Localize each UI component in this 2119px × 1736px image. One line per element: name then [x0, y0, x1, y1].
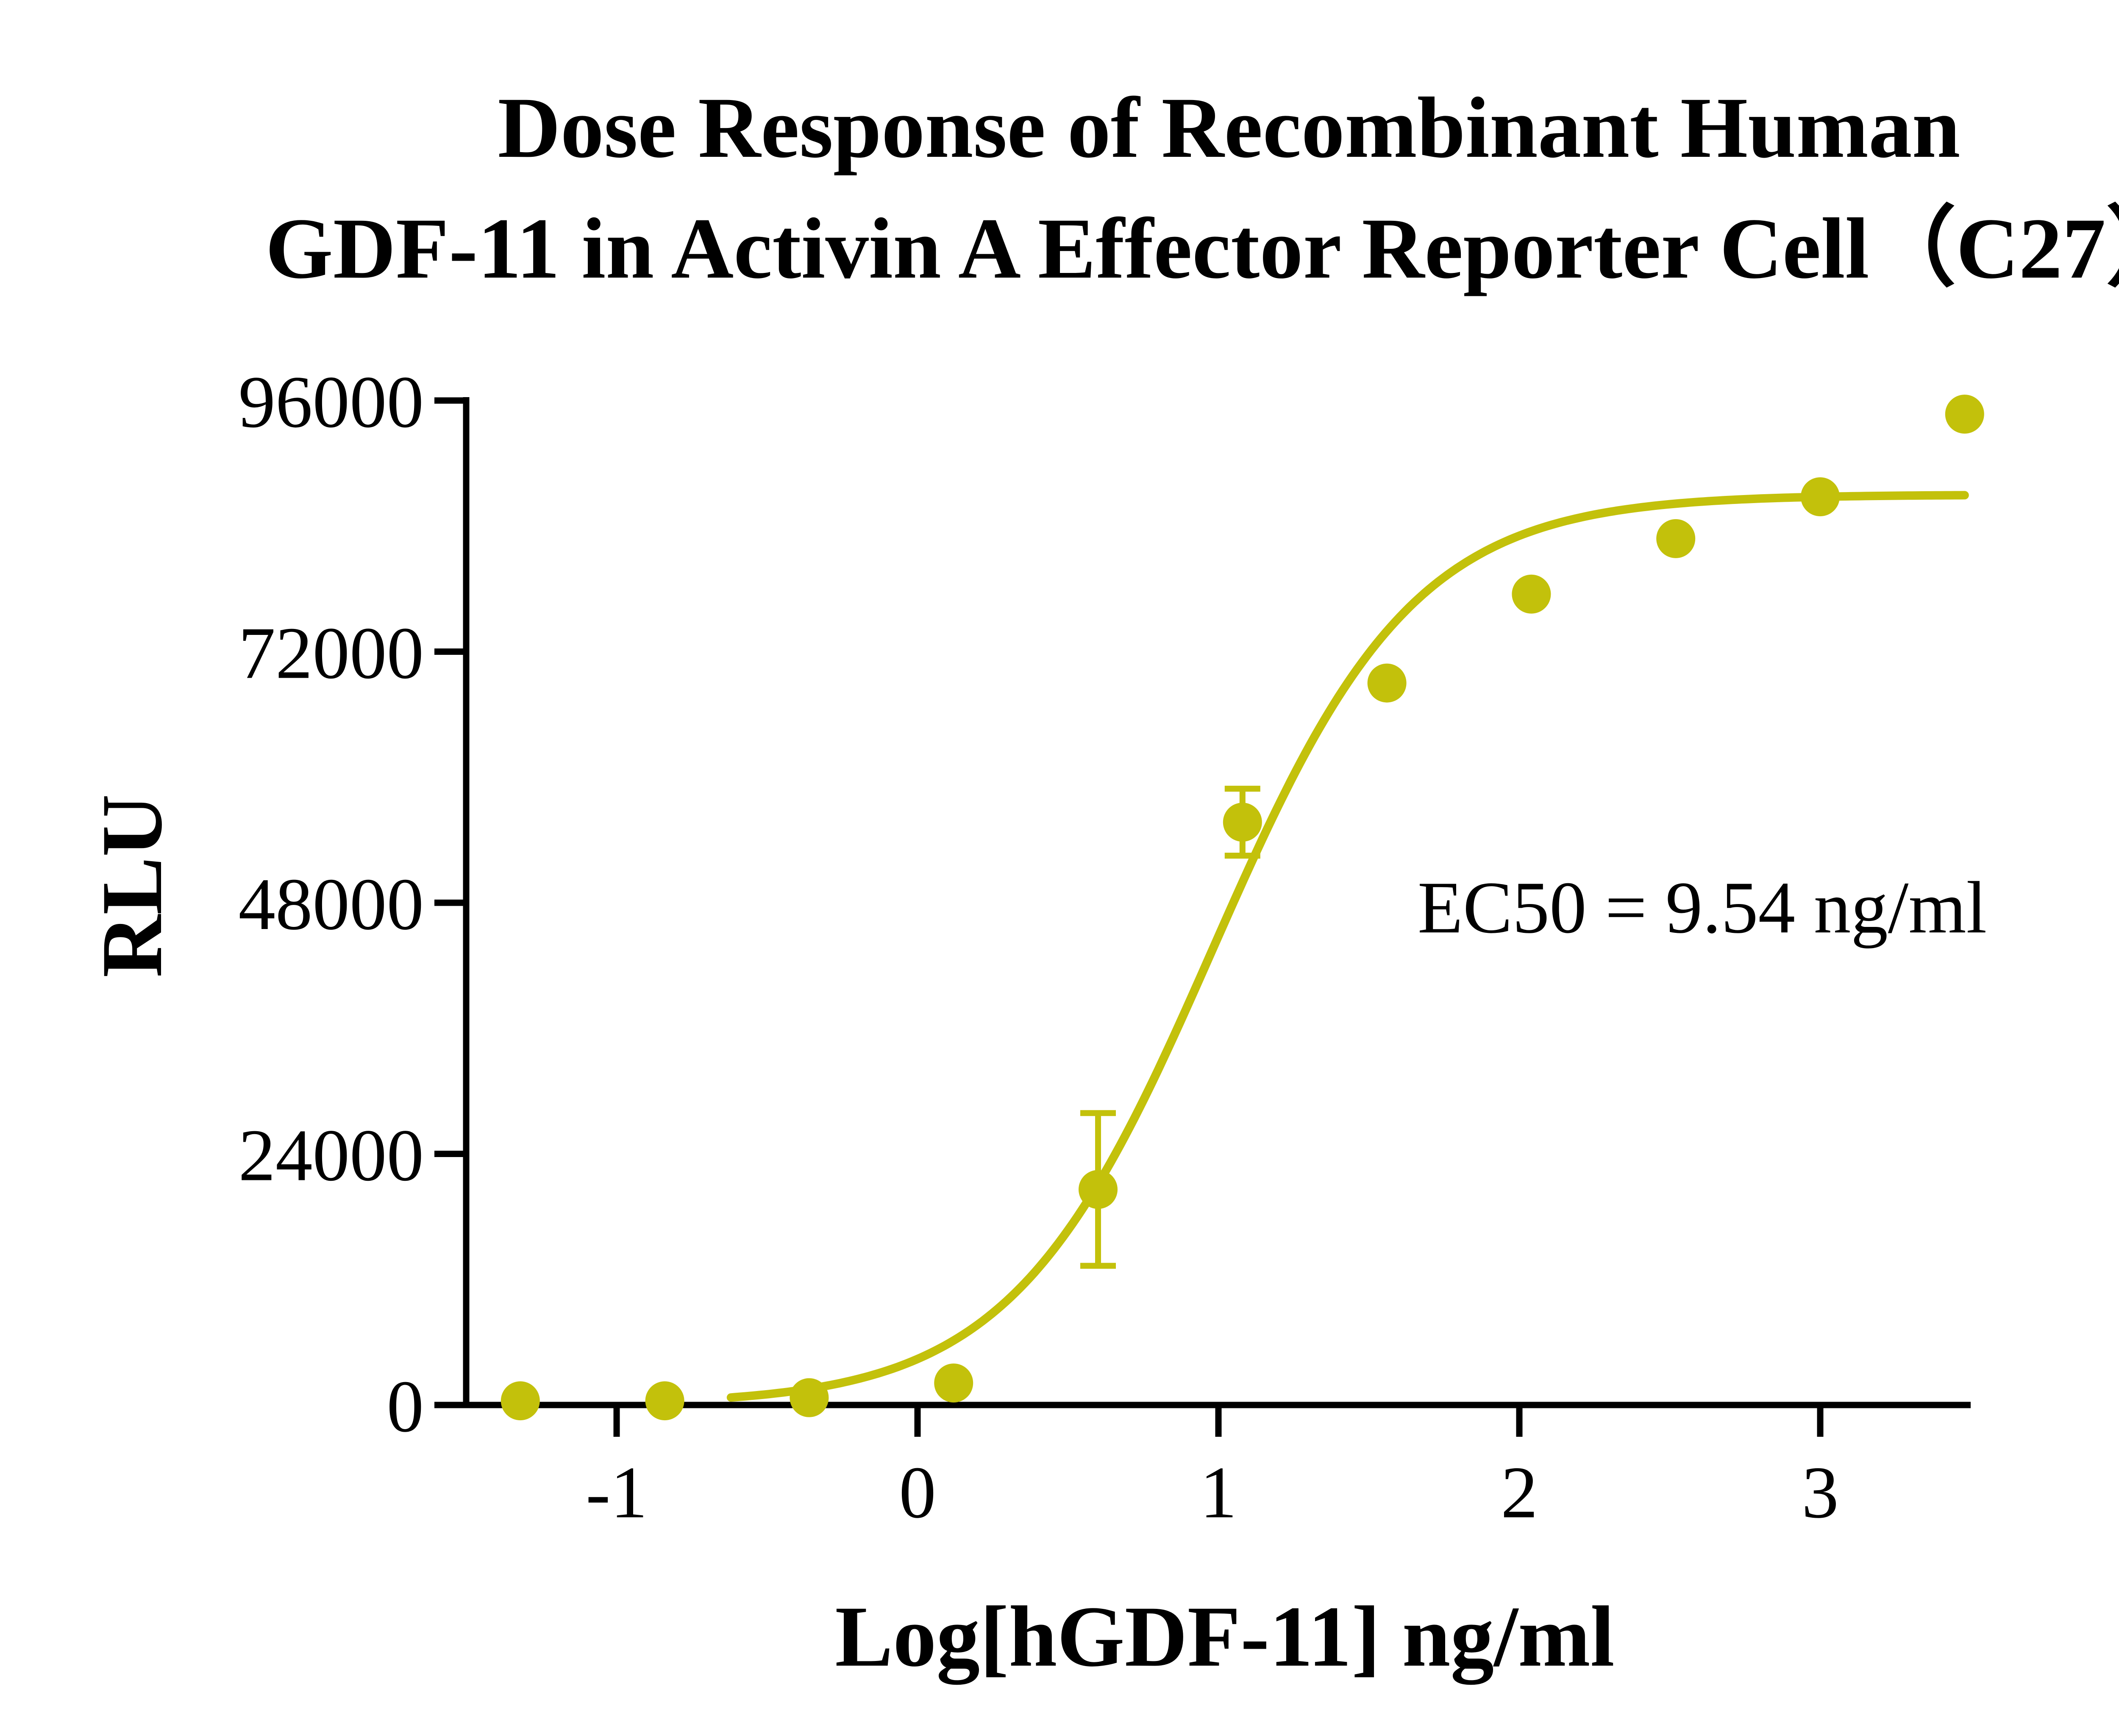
x-tick-label: 3	[1802, 1451, 1839, 1533]
fit-curve-group	[726, 491, 1969, 1402]
data-point	[645, 1381, 684, 1421]
data-point	[790, 1378, 829, 1417]
data-point	[1079, 1170, 1118, 1209]
y-tick-label: 96000	[239, 361, 424, 443]
data-points	[501, 395, 1984, 1421]
data-point	[1367, 663, 1407, 703]
data-point	[1801, 477, 1840, 517]
y-tick-label: 0	[387, 1365, 424, 1447]
x-axis-label: Log[hGDF-11] ng/ml	[835, 1589, 1614, 1685]
data-point	[934, 1363, 973, 1403]
data-point	[501, 1381, 540, 1421]
chart-title-line-2: GDF-11 in Activin A Effector Reporter Ce…	[265, 200, 2119, 297]
data-point	[1512, 574, 1551, 614]
x-tick-label: 1	[1200, 1451, 1237, 1533]
data-point	[1945, 395, 1984, 434]
x-tick-label: -1	[586, 1451, 648, 1533]
data-point	[1656, 519, 1696, 558]
y-tick-label: 72000	[239, 612, 424, 694]
axes: 0 24000 48000 72000 96000 -1 0 1 2 3	[239, 361, 1971, 1533]
chart-title-line-1: Dose Response of Recombinant Human	[498, 80, 1960, 176]
y-tick-label: 48000	[239, 863, 424, 945]
fit-curve	[726, 491, 1969, 1402]
chart-title: Dose Response of Recombinant Human GDF-1…	[265, 80, 2119, 297]
data-point	[1223, 802, 1262, 842]
y-tick-label: 24000	[239, 1114, 424, 1196]
y-axis-label: RLU	[84, 794, 180, 978]
x-tick-label: 2	[1501, 1451, 1538, 1533]
x-tick-label: 0	[899, 1451, 936, 1533]
ec50-annotation: EC50 = 9.54 ng/ml	[1418, 866, 1987, 949]
